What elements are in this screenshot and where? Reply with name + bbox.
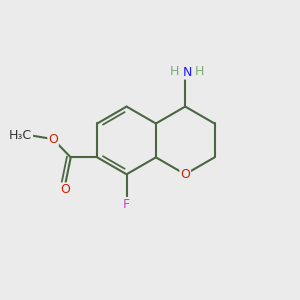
Text: H: H: [195, 65, 204, 78]
Text: H₃C: H₃C: [9, 129, 32, 142]
Text: H: H: [169, 65, 179, 78]
Text: N: N: [182, 66, 192, 79]
Text: O: O: [61, 183, 70, 196]
Text: O: O: [48, 133, 58, 146]
Text: O: O: [180, 168, 190, 181]
Text: F: F: [123, 198, 130, 211]
